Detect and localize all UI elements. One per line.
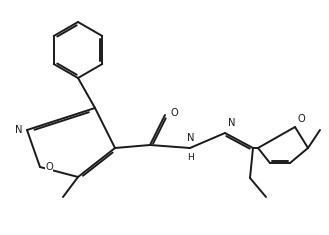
Text: N: N (228, 118, 236, 128)
Text: O: O (297, 114, 305, 124)
Text: O: O (170, 108, 178, 118)
Text: N: N (14, 125, 22, 135)
Text: N: N (187, 133, 195, 143)
Text: H: H (188, 153, 194, 162)
Text: O: O (45, 162, 53, 172)
